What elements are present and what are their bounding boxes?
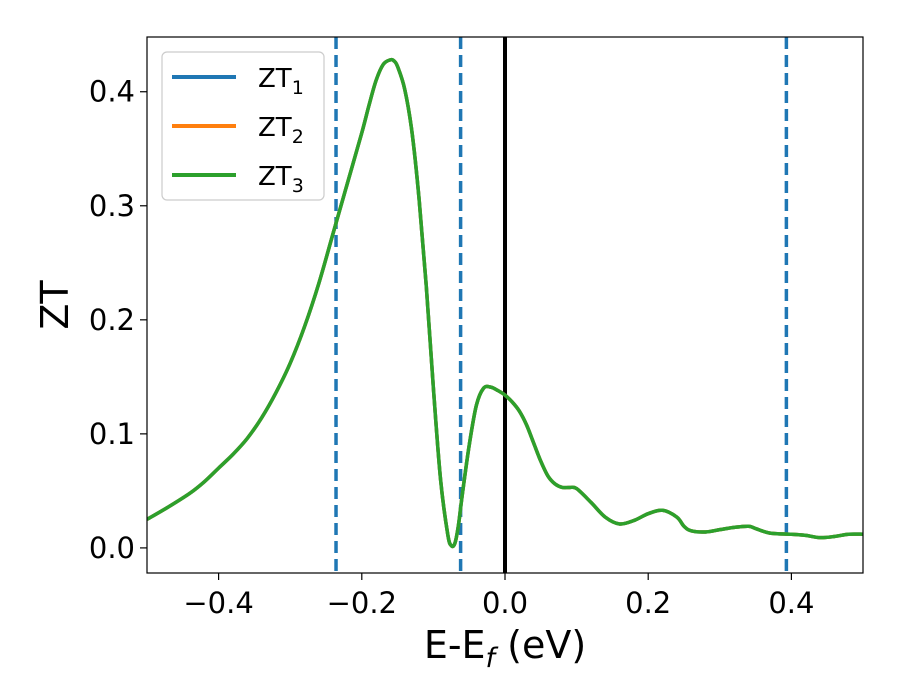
- legend-label-subscript: 1: [292, 77, 304, 99]
- y-tick-label: 0.2: [89, 303, 135, 337]
- x-tick-label: 0.4: [768, 586, 814, 620]
- legend-label-zt2: ZT2: [258, 113, 304, 148]
- x-tick-label: −0.4: [183, 586, 253, 620]
- axes-ticks: −0.4 −0.2 0.0 0.2 0.4 0.0 0.1 0.2 0.3 0.4: [89, 75, 815, 620]
- y-tick-label: 0.4: [89, 75, 135, 109]
- x-tick-label: −0.2: [327, 586, 397, 620]
- legend-label-subscript: 3: [292, 175, 304, 197]
- x-axis-title-unit: (eV): [495, 623, 586, 667]
- y-tick-label: 0.0: [89, 531, 135, 565]
- x-axis-title-main: E-E: [424, 623, 486, 667]
- plot-area: [147, 37, 863, 573]
- legend-box: [161, 51, 325, 201]
- legend-label-zt1: ZT1: [258, 64, 304, 99]
- legend-label-subscript: 2: [292, 126, 304, 148]
- x-tick-label: 0.2: [625, 586, 671, 620]
- y-tick-label: 0.1: [89, 417, 135, 451]
- x-axis-title: E-Ef (eV): [424, 623, 586, 674]
- y-axis-title: ZT: [33, 280, 77, 330]
- y-tick-label: 0.3: [89, 189, 135, 223]
- series-line-zt3: [147, 57, 863, 549]
- x-tick-label: 0.0: [482, 586, 528, 620]
